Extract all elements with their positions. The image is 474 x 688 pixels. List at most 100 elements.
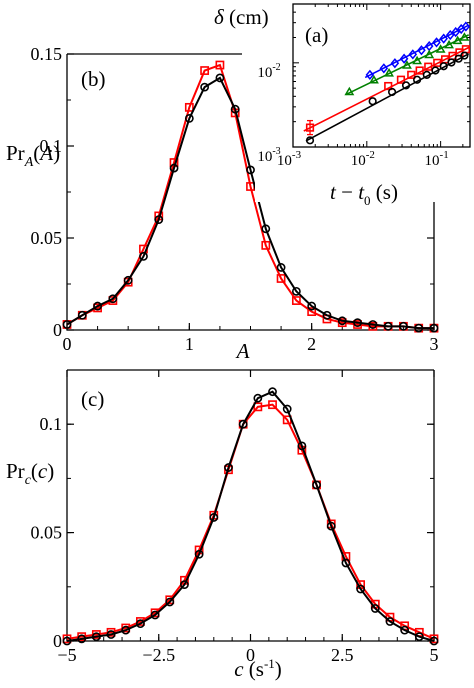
- y-axis-label: Prc(c): [6, 459, 54, 488]
- panel-label: (c): [81, 387, 104, 411]
- data-point: [326, 521, 336, 531]
- data-point: [184, 102, 194, 112]
- x-axis-label: A: [235, 339, 250, 363]
- series-circle: [305, 51, 470, 145]
- data-point: [291, 296, 301, 305]
- fit-line: [345, 34, 470, 96]
- data-point: [297, 441, 307, 451]
- data-point: [276, 263, 286, 272]
- data-point: [337, 316, 347, 326]
- data-point: [307, 307, 317, 316]
- y-tick-label: 0.05: [31, 523, 63, 543]
- data-point: [365, 69, 375, 80]
- data-point: [184, 114, 194, 123]
- data-point: [429, 323, 439, 333]
- x-tick-label: 1: [185, 334, 194, 354]
- x-axis-label: t − t0 (s): [330, 180, 398, 208]
- panel-c: −5 −2.5 0 2.5 5 0 0.05 0.1 (c) Prc(c) c (s-1): [6, 369, 439, 681]
- x-tick-label: 10-1: [425, 149, 449, 169]
- y-tick-label: 0.05: [31, 228, 63, 248]
- panel-label: (a): [305, 23, 328, 47]
- y-axis-label: δ (cm): [214, 5, 269, 29]
- data-point: [305, 136, 315, 145]
- data-point: [407, 70, 416, 79]
- data-point: [108, 294, 118, 304]
- panel-a: 10-3 10-2 10-1 10-3 10-2 (a) δ (cm) t − t0 (s): [214, 0, 474, 208]
- y-tick-label: 0: [53, 320, 62, 340]
- data-point: [399, 321, 408, 331]
- series-black-circles: [62, 73, 439, 333]
- data-point: [246, 165, 255, 175]
- data-point: [307, 301, 317, 311]
- data-point: [150, 610, 160, 620]
- data-point: [460, 51, 469, 60]
- data-point: [268, 387, 277, 397]
- data-point: [77, 310, 87, 320]
- data-point: [433, 58, 442, 67]
- data-point: [435, 44, 446, 53]
- data-point: [399, 53, 409, 64]
- data-point: [215, 73, 225, 83]
- data-point: [209, 513, 219, 522]
- x-tick-label: 2.5: [331, 645, 354, 665]
- data-point: [261, 224, 271, 234]
- y-axis-label: PrA(A): [6, 141, 60, 170]
- data-point: [62, 320, 72, 329]
- data-point: [135, 619, 145, 629]
- data-point: [383, 321, 393, 331]
- data-point: [452, 35, 463, 45]
- y-tick-label: 0.1: [40, 136, 63, 156]
- data-point: [414, 632, 424, 642]
- y-tick-label: 0.1: [40, 414, 63, 434]
- x-tick-label: −2.5: [142, 645, 175, 665]
- data-point: [200, 66, 210, 75]
- data-point: [276, 274, 286, 283]
- data-point: [368, 320, 378, 329]
- series-line: [66, 63, 434, 330]
- panel-b: 0 1 2 3 0 0.05 0.1 0.15 (b) PrA(A) A: [6, 44, 439, 363]
- data-point: [344, 86, 355, 96]
- data-point: [401, 81, 411, 90]
- data-point: [121, 625, 131, 635]
- data-point: [215, 60, 225, 70]
- data-point: [91, 632, 101, 642]
- y-tick-label: 10-2: [257, 62, 280, 81]
- data-point: [439, 62, 448, 71]
- data-point: [154, 215, 164, 224]
- data-point: [224, 463, 233, 472]
- data-point: [77, 634, 87, 644]
- data-point: [200, 82, 210, 92]
- data-point: [424, 62, 433, 71]
- data-point: [396, 75, 406, 84]
- series-red-squares: [62, 400, 439, 644]
- y-tick-label: 10-3: [257, 146, 280, 165]
- series-black-circles: [62, 387, 439, 646]
- series-line: [66, 76, 434, 330]
- data-point: [93, 301, 102, 311]
- data-point: [439, 33, 448, 44]
- x-tick-label: 0: [63, 334, 72, 354]
- data-point: [444, 39, 454, 49]
- data-point: [368, 97, 377, 106]
- data-point: [353, 318, 362, 328]
- x-tick-label: −5: [57, 645, 76, 665]
- x-tick-label: 2: [307, 334, 316, 354]
- data-point: [268, 400, 277, 410]
- data-point: [180, 580, 189, 590]
- data-point: [356, 584, 365, 594]
- data-point: [322, 310, 332, 320]
- data-point: [312, 480, 321, 490]
- data-point: [447, 58, 456, 67]
- data-point: [379, 63, 389, 74]
- data-point: [385, 617, 395, 626]
- data-point: [238, 419, 248, 429]
- data-point: [253, 393, 263, 403]
- x-tick-label: 10-2: [351, 149, 375, 169]
- data-point: [282, 404, 292, 414]
- data-point: [408, 49, 418, 60]
- data-point: [341, 558, 351, 568]
- data-point: [417, 45, 426, 56]
- data-point: [400, 625, 410, 635]
- data-point: [387, 87, 397, 97]
